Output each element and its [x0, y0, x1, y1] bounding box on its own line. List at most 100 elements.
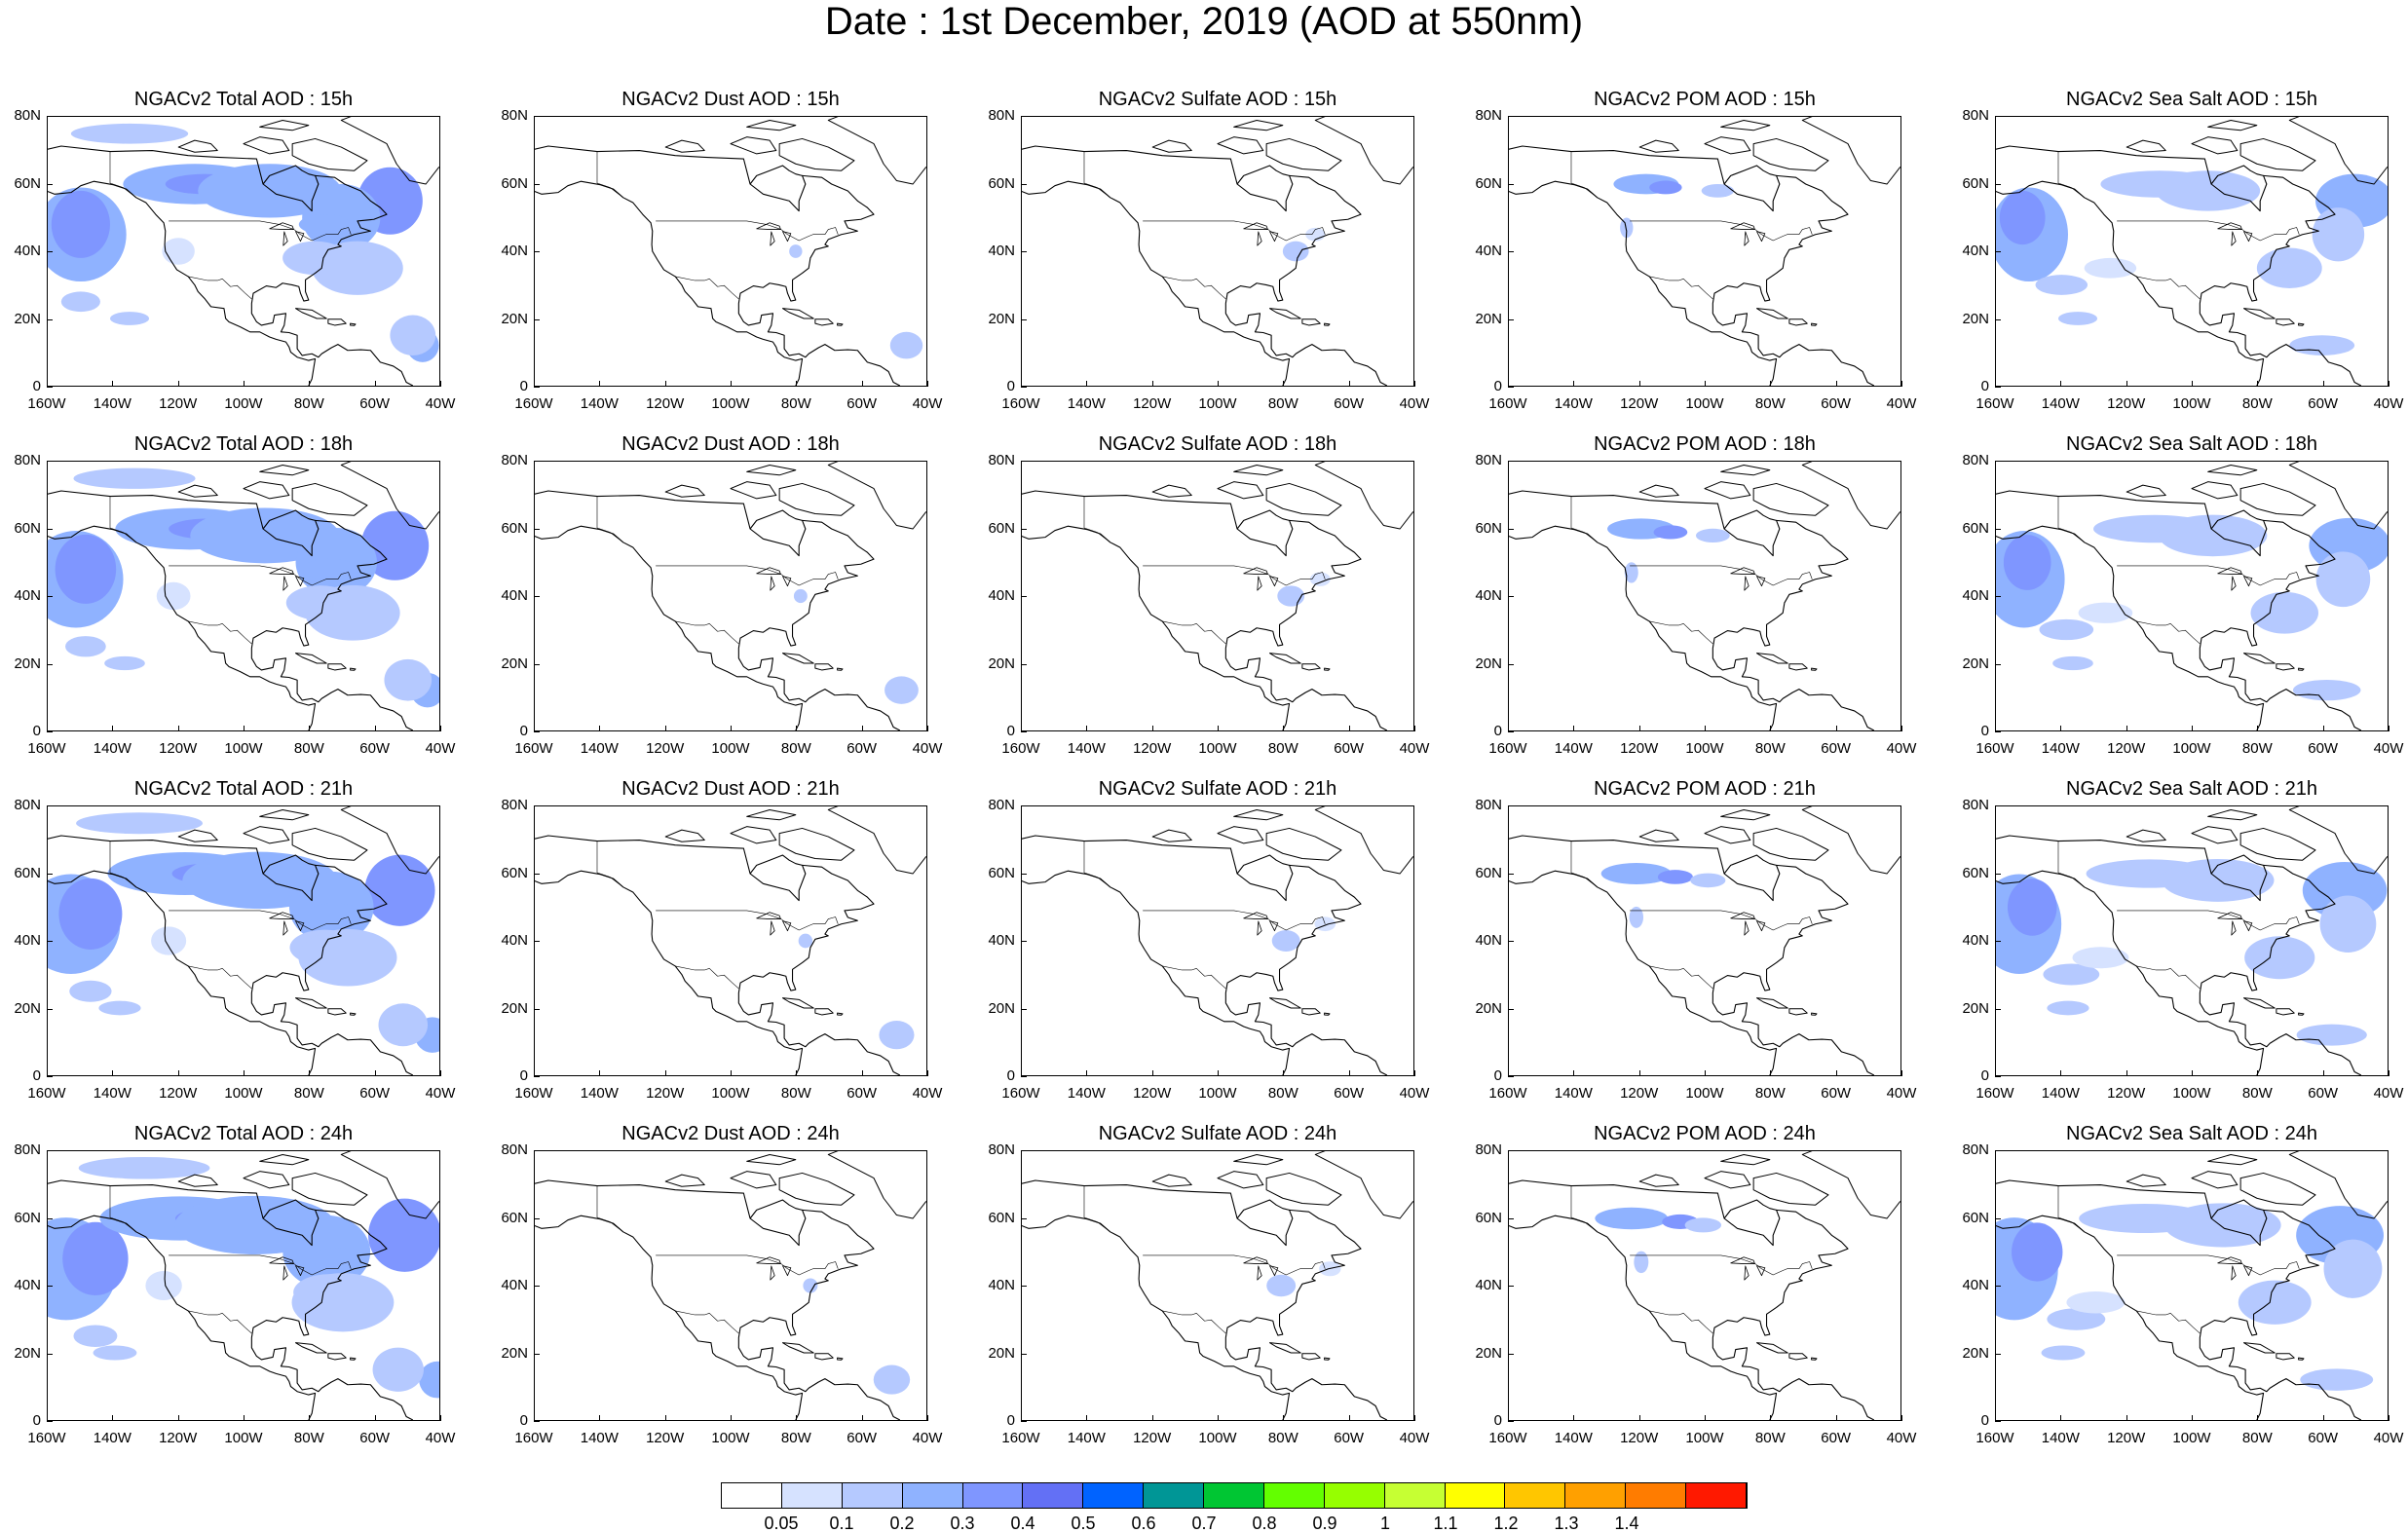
lat-tick-mark: [47, 183, 53, 185]
island-outline: [1265, 827, 1342, 861]
aod-blob: [1271, 930, 1300, 952]
lat-tick-label: 60N: [1962, 519, 1989, 537]
map-panel-sulfate-row3: [1021, 805, 1414, 1076]
lake-outline: [1744, 231, 1750, 246]
lon-tick-label: 140W: [2041, 740, 2080, 757]
panel-title-seasalt-row1: NGACv2 Sea Salt AOD : 15h: [2066, 89, 2317, 110]
lon-tick-mark: [1151, 1070, 1153, 1076]
lat-tick-label: 20N: [501, 1344, 528, 1362]
lat-tick-label: 0: [1980, 1412, 1989, 1429]
hudson-bay-coast: [749, 854, 803, 875]
lon-tick-label: 100W: [224, 740, 263, 757]
lat-tick-mark: [1021, 251, 1027, 252]
lon-tick-mark: [1021, 381, 1022, 387]
island-outline: [2207, 119, 2258, 131]
lake-outline: [282, 576, 288, 591]
aod-blob: [98, 1000, 141, 1016]
lat-tick-mark: [1995, 1217, 2001, 1219]
island-outline: [1324, 667, 1331, 671]
lon-tick-label: 60W: [1821, 740, 1852, 757]
island-outline: [2288, 117, 2388, 185]
colorbar-swatch: [962, 1483, 1024, 1508]
lon-tick-label: 80W: [293, 1085, 324, 1102]
lon-tick-label: 40W: [2373, 395, 2404, 412]
lat-tick-mark: [47, 1008, 53, 1010]
island-outline: [1756, 997, 1788, 1009]
west-coastline: [1022, 180, 1291, 386]
lon-tick-mark: [2192, 1070, 2193, 1076]
east-coastline: [1996, 145, 2362, 386]
aod-blob: [2156, 170, 2261, 211]
aod-blob: [291, 1273, 395, 1332]
lat-tick-label: 60N: [988, 519, 1015, 537]
lon-tick-mark: [731, 726, 732, 731]
aod-blob: [803, 1278, 818, 1293]
lat-tick-label: 0: [519, 1412, 528, 1429]
lat-tick-mark: [1021, 387, 1027, 388]
map-panel-total-row2: [47, 461, 440, 731]
east-coastline: [535, 145, 901, 386]
colorbar-tick-label: 0.6: [1131, 1514, 1156, 1533]
lon-tick-mark: [2322, 1070, 2324, 1076]
lon-tick-label: 40W: [912, 740, 943, 757]
lat-tick-label: 80N: [501, 797, 528, 813]
lon-tick-mark: [244, 726, 245, 731]
lat-tick-label: 60N: [14, 519, 41, 537]
aod-blob: [2159, 514, 2268, 557]
lon-tick-mark: [534, 381, 535, 387]
country-border: [2057, 841, 2085, 888]
island-outline: [1265, 137, 1342, 171]
lon-tick-mark: [1573, 1070, 1575, 1076]
country-border: [656, 220, 839, 242]
country-border: [1570, 496, 1598, 543]
lat-tick-mark: [1508, 1076, 1514, 1077]
hudson-bay-coast: [1236, 165, 1290, 185]
lon-tick-label: 80W: [293, 740, 324, 757]
island-outline: [243, 136, 290, 155]
map-panel-total-row4: [47, 1150, 440, 1421]
country-border: [675, 965, 739, 990]
lon-tick-mark: [861, 726, 863, 731]
lon-tick-mark: [796, 1415, 798, 1421]
lon-tick-mark: [1638, 1415, 1640, 1421]
island-outline: [1704, 136, 1751, 155]
lon-tick-label: 120W: [2107, 395, 2146, 412]
island-outline: [2276, 663, 2295, 671]
lat-tick-mark: [1508, 1008, 1514, 1010]
colorbar-tick-label: 0.3: [950, 1514, 975, 1533]
island-outline: [1720, 808, 1771, 821]
aod-blob: [2043, 963, 2100, 986]
lake-outline: [770, 231, 775, 246]
country-border: [1083, 841, 1110, 888]
lon-tick-mark: [2322, 726, 2324, 731]
lon-tick-label: 120W: [159, 1085, 198, 1102]
country-border: [675, 276, 739, 300]
lon-tick-mark: [374, 381, 376, 387]
island-outline: [1704, 481, 1751, 500]
island-outline: [1788, 318, 1808, 326]
country-border: [2117, 910, 2300, 931]
lon-tick-label: 100W: [1198, 740, 1237, 757]
island-outline: [2288, 1151, 2388, 1219]
lat-tick-mark: [1021, 1286, 1027, 1287]
lat-tick-mark: [47, 1076, 53, 1077]
country-border: [2057, 1185, 2085, 1233]
island-outline: [243, 1171, 290, 1189]
lon-tick-mark: [731, 381, 732, 387]
aod-field-map: [1996, 1151, 2388, 1420]
island-outline: [1756, 653, 1788, 664]
west-coastline: [1509, 1215, 1778, 1420]
lat-tick-mark: [1508, 1286, 1514, 1287]
lon-tick-label: 160W: [514, 395, 553, 412]
lon-tick-label: 160W: [27, 1430, 66, 1446]
lon-tick-label: 120W: [1133, 1085, 1172, 1102]
lat-tick-label: 40N: [988, 932, 1015, 949]
island-outline: [782, 1342, 814, 1354]
aod-blob: [789, 244, 803, 258]
island-outline: [1314, 806, 1413, 875]
colorbar-tick-label: 1.1: [1433, 1514, 1458, 1533]
lake-outline: [1243, 567, 1268, 575]
island-outline: [778, 1172, 855, 1206]
colorbar-tick-label: 0.2: [889, 1514, 915, 1533]
country-border: [109, 841, 136, 888]
